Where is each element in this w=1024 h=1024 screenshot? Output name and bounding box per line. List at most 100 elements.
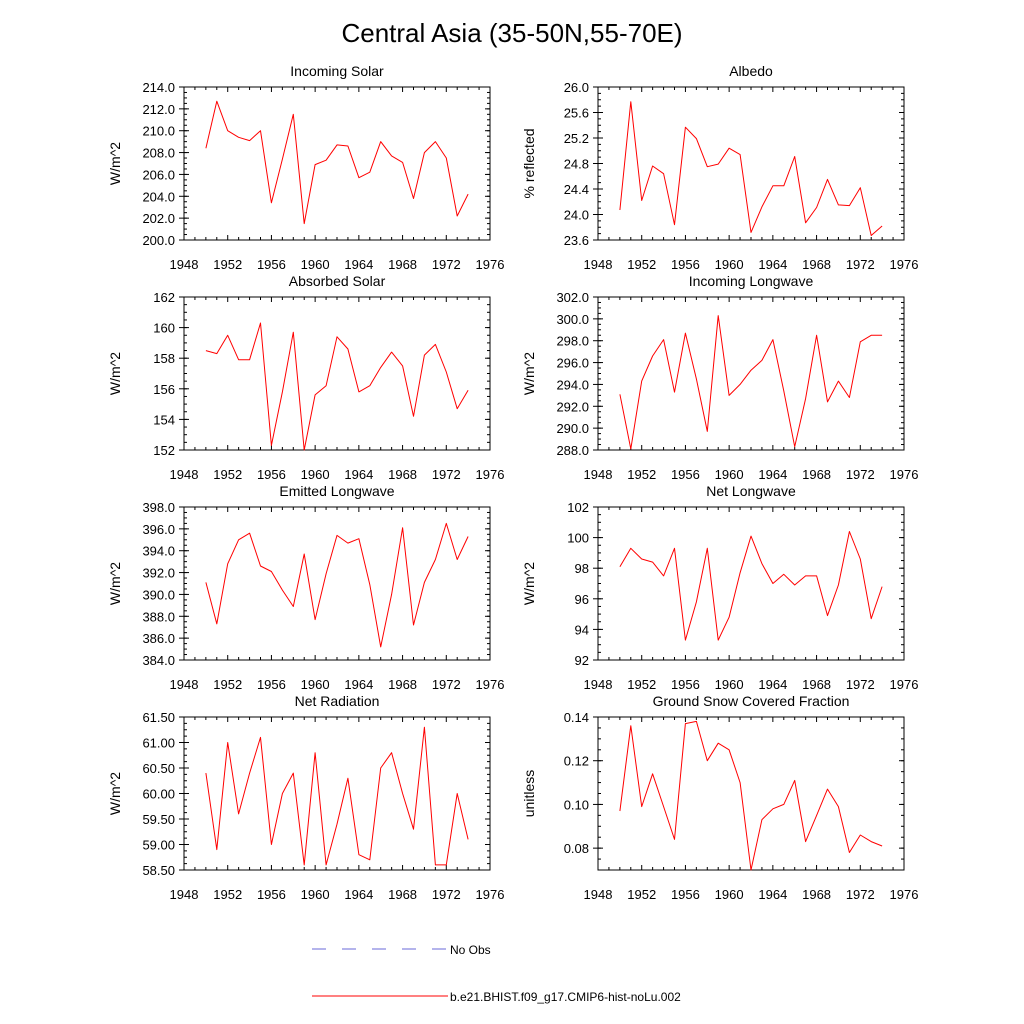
x-tick-label: 1952: [627, 467, 656, 482]
x-tick-label: 1964: [344, 677, 373, 692]
y-tick-label: 24.4: [564, 182, 589, 197]
y-tick-label: 296.0: [556, 356, 589, 371]
y-tick-label: 298.0: [556, 334, 589, 349]
figure-title: Central Asia (35-50N,55-70E): [341, 18, 682, 48]
y-tick-label: 294.0: [556, 377, 589, 392]
plot-frame: [597, 86, 905, 241]
chart-panel: Absorbed Solar W/m^2 1948 1952 1956 1960 1964 1…: [107, 273, 504, 482]
legend: No Obs b.e21.BHIST.f09_g17.CMIP6-hist-no…: [312, 943, 681, 1004]
series-line: [205, 726, 469, 866]
y-axis-label: W/m^2: [107, 772, 123, 815]
panel-title: Net Longwave: [706, 483, 796, 499]
plot-frame: [183, 716, 491, 871]
y-tick-label: 152: [153, 443, 175, 458]
y-tick-label: 102: [567, 500, 589, 515]
x-tick-label: 1972: [846, 887, 875, 902]
x-tick-label: 1948: [170, 677, 199, 692]
y-tick-label: 92: [575, 653, 589, 668]
x-tick-label: 1960: [301, 887, 330, 902]
x-tick-label: 1960: [715, 887, 744, 902]
y-tick-label: 61.00: [142, 736, 175, 751]
y-axis-label: W/m^2: [107, 142, 123, 185]
y-tick-label: 0.12: [564, 754, 589, 769]
y-tick-label: 59.00: [142, 838, 175, 853]
y-tick-label: 210.0: [142, 124, 175, 139]
y-axis-label: W/m^2: [107, 352, 123, 395]
y-tick-label: 200.0: [142, 233, 175, 248]
x-tick-label: 1968: [388, 887, 417, 902]
y-tick-label: 61.50: [142, 710, 175, 725]
x-tick-label: 1968: [388, 467, 417, 482]
y-tick-label: 162: [153, 290, 175, 305]
x-tick-label: 1952: [213, 467, 242, 482]
y-tick-label: 214.0: [142, 80, 175, 95]
y-tick-label: 60.00: [142, 787, 175, 802]
series-line: [619, 315, 883, 450]
y-tick-label: 0.08: [564, 841, 589, 856]
chart-panel: Net Radiation W/m^2 1948 1952 1956 1960 1964 19…: [107, 693, 504, 902]
panel-title: Incoming Solar: [290, 63, 384, 79]
x-tick-label: 1968: [802, 677, 831, 692]
y-axis-label: % reflected: [521, 128, 537, 198]
y-tick-label: 156: [153, 382, 175, 397]
x-tick-label: 1952: [627, 677, 656, 692]
y-tick-label: 60.50: [142, 761, 175, 776]
x-tick-label: 1976: [476, 677, 505, 692]
x-tick-label: 1964: [758, 677, 787, 692]
y-tick-label: 158: [153, 351, 175, 366]
x-tick-label: 1976: [890, 257, 919, 272]
x-tick-label: 1956: [257, 467, 286, 482]
x-tick-label: 1972: [432, 887, 461, 902]
chart-panel: Incoming Solar W/m^2 1948 1952 1956 1960 1964 1…: [107, 63, 504, 272]
y-tick-label: 94: [575, 622, 589, 637]
y-tick-label: 96: [575, 592, 589, 607]
panel-title: Absorbed Solar: [289, 273, 386, 289]
x-tick-label: 1972: [432, 467, 461, 482]
panel-title: Emitted Longwave: [279, 483, 394, 499]
x-tick-label: 1956: [257, 887, 286, 902]
x-tick-label: 1948: [584, 887, 613, 902]
series-line: [205, 322, 469, 451]
x-tick-label: 1976: [476, 887, 505, 902]
x-tick-label: 1948: [170, 257, 199, 272]
y-axis-label: W/m^2: [521, 562, 537, 605]
x-tick-label: 1960: [301, 677, 330, 692]
y-tick-label: 23.6: [564, 233, 589, 248]
y-tick-label: 0.14: [564, 710, 589, 725]
chart-panel: Incoming Longwave W/m^2 1948 1952 1956 1960 19…: [521, 273, 918, 482]
series-line: [205, 100, 469, 225]
y-tick-label: 398.0: [142, 500, 175, 515]
panels: Incoming Solar W/m^2 1948 1952 1956 1960 1964 1…: [107, 63, 918, 902]
x-tick-label: 1972: [432, 257, 461, 272]
x-tick-label: 1964: [344, 467, 373, 482]
x-tick-label: 1972: [432, 677, 461, 692]
y-tick-label: 300.0: [556, 312, 589, 327]
x-tick-label: 1964: [344, 887, 373, 902]
series-line: [205, 522, 469, 648]
chart-panel: Ground Snow Covered Fraction unitless 1948…: [521, 693, 918, 902]
x-tick-label: 1968: [388, 677, 417, 692]
y-tick-label: 396.0: [142, 522, 175, 537]
y-tick-label: 292.0: [556, 399, 589, 414]
y-tick-label: 24.8: [564, 157, 589, 172]
x-tick-label: 1976: [890, 467, 919, 482]
x-tick-label: 1952: [213, 257, 242, 272]
x-tick-label: 1956: [671, 887, 700, 902]
y-axis-label: unitless: [521, 770, 537, 817]
x-tick-label: 1952: [213, 677, 242, 692]
panel-title: Net Radiation: [295, 693, 380, 709]
y-tick-label: 59.50: [142, 812, 175, 827]
y-tick-label: 24.0: [564, 208, 589, 223]
y-axis-label: W/m^2: [521, 352, 537, 395]
x-tick-label: 1968: [802, 257, 831, 272]
x-tick-label: 1960: [301, 257, 330, 272]
series-line: [619, 101, 883, 236]
x-tick-label: 1952: [627, 887, 656, 902]
x-tick-label: 1960: [715, 257, 744, 272]
x-tick-label: 1968: [388, 257, 417, 272]
y-tick-label: 388.0: [142, 609, 175, 624]
plot-frame: [183, 86, 491, 241]
y-tick-label: 386.0: [142, 631, 175, 646]
y-tick-label: 204.0: [142, 189, 175, 204]
